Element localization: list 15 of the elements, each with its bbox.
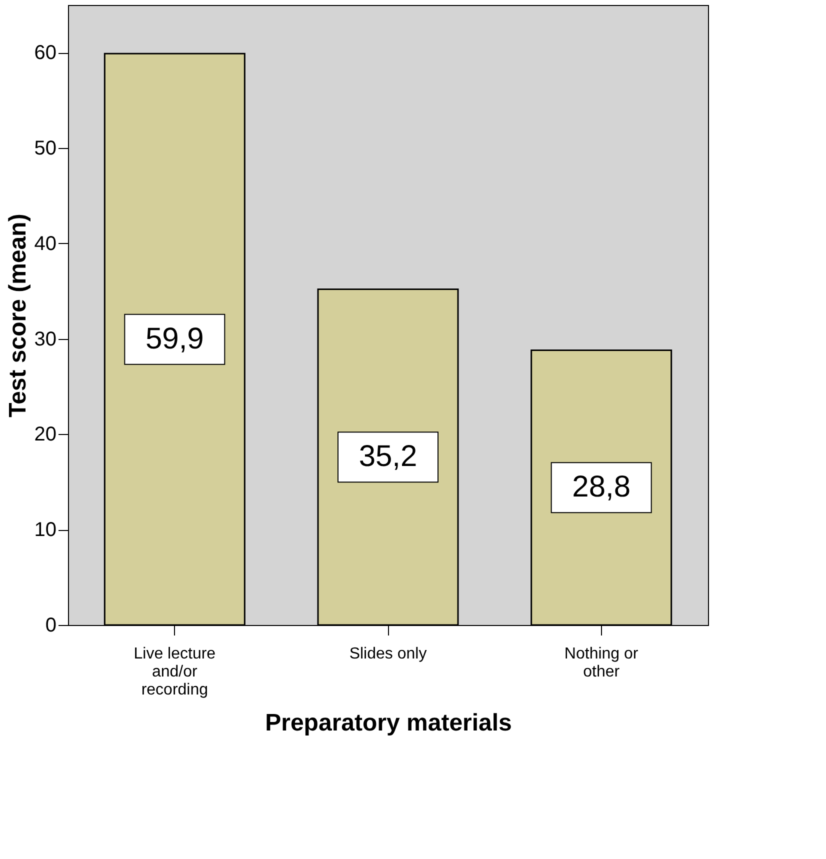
y-tick-label: 30 — [34, 328, 56, 350]
x-tick-label: Nothing or other — [564, 646, 639, 680]
x-tick-label: Live lecture and/or recording — [134, 646, 216, 698]
x-tick-label: Slides only — [349, 646, 427, 662]
y-tick-label: 40 — [34, 232, 56, 255]
y-axis-title: Test score (mean) — [4, 214, 32, 418]
y-tick-label: 0 — [45, 614, 56, 636]
data-label: 35,2 — [358, 440, 418, 474]
y-tick-label: 60 — [34, 42, 56, 64]
x-axis-title: Preparatory materials — [265, 710, 512, 736]
y-tick-label: 20 — [34, 424, 56, 446]
data-label: 59,9 — [145, 322, 204, 356]
y-tick-label: 50 — [34, 138, 56, 160]
data-label: 28,8 — [572, 470, 631, 504]
y-tick-label: 10 — [34, 519, 56, 542]
